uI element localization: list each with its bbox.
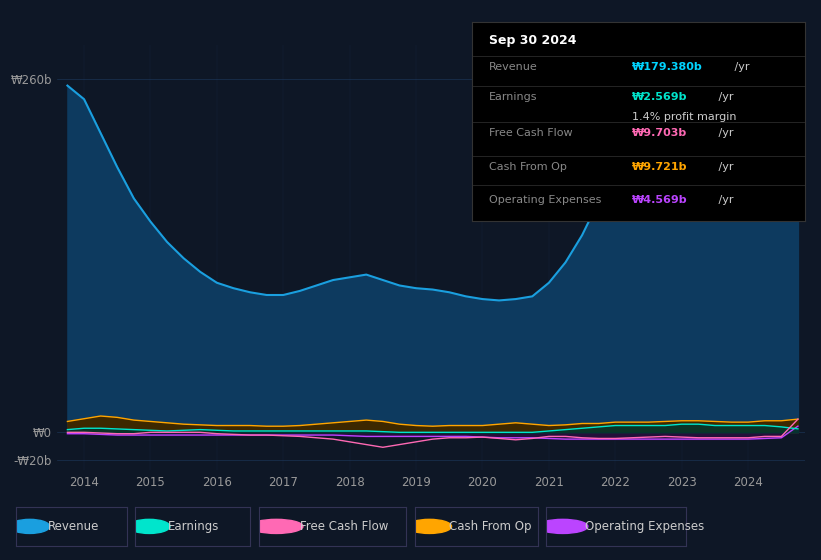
- Circle shape: [10, 519, 49, 534]
- Text: 1.4% profit margin: 1.4% profit margin: [631, 112, 736, 122]
- Text: Sep 30 2024: Sep 30 2024: [488, 34, 576, 48]
- Circle shape: [407, 519, 452, 534]
- Text: Free Cash Flow: Free Cash Flow: [300, 520, 388, 533]
- Text: Earnings: Earnings: [167, 520, 219, 533]
- Circle shape: [538, 519, 588, 534]
- Text: Free Cash Flow: Free Cash Flow: [488, 128, 572, 138]
- Circle shape: [129, 519, 170, 534]
- Text: Earnings: Earnings: [488, 92, 537, 102]
- Text: Revenue: Revenue: [488, 62, 538, 72]
- Text: /yr: /yr: [715, 161, 733, 171]
- Text: ₩4.569b: ₩4.569b: [631, 195, 687, 206]
- Text: /yr: /yr: [715, 128, 733, 138]
- Text: Operating Expenses: Operating Expenses: [488, 195, 601, 206]
- Text: /yr: /yr: [732, 62, 750, 72]
- Text: /yr: /yr: [715, 92, 733, 102]
- Text: Revenue: Revenue: [48, 520, 99, 533]
- Circle shape: [250, 519, 303, 534]
- Text: ₩9.721b: ₩9.721b: [631, 161, 687, 171]
- Text: ₩179.380b: ₩179.380b: [631, 62, 703, 72]
- Text: ₩2.569b: ₩2.569b: [631, 92, 687, 102]
- Text: /yr: /yr: [715, 195, 733, 206]
- Text: Operating Expenses: Operating Expenses: [585, 520, 704, 533]
- Text: Cash From Op: Cash From Op: [488, 161, 566, 171]
- Text: Cash From Op: Cash From Op: [449, 520, 531, 533]
- Text: ₩9.703b: ₩9.703b: [631, 128, 687, 138]
